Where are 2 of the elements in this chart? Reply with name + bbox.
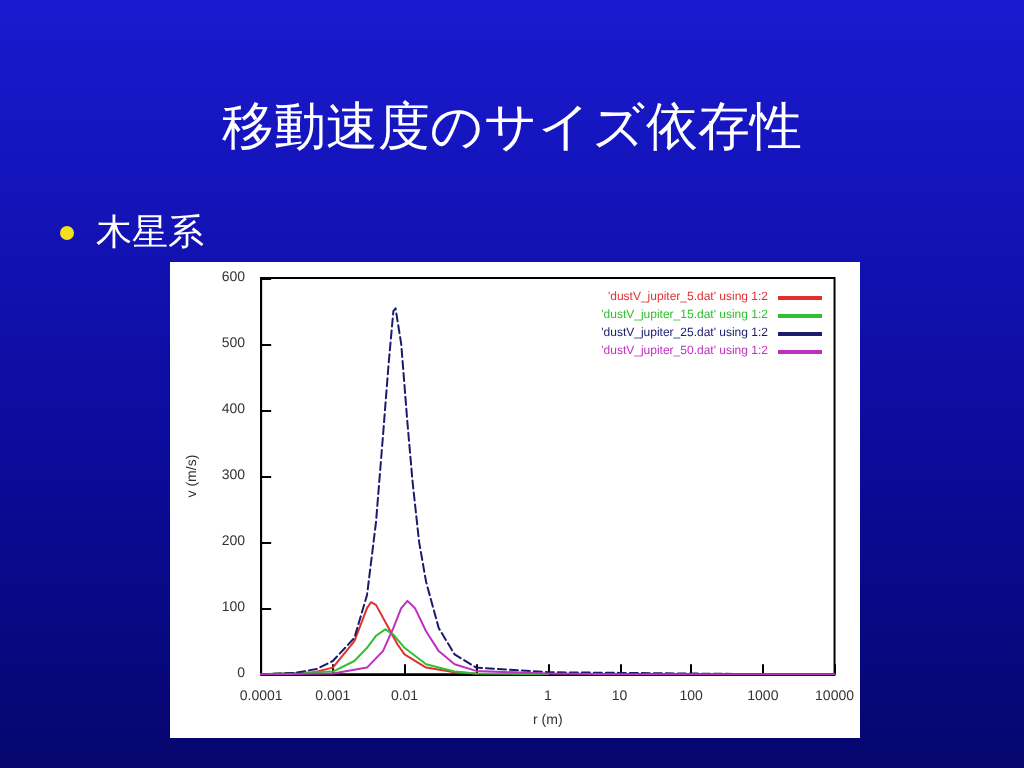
chart-title: 移動速度のサイズ依存性 [220, 96, 804, 162]
chart-subtitle: 木星系 [96, 210, 204, 256]
